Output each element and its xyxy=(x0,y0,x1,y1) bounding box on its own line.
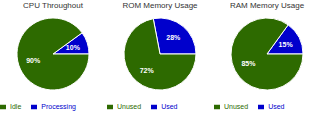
svg-text:10%: 10% xyxy=(66,44,81,51)
svg-text:72%: 72% xyxy=(140,67,155,74)
html-text:ROM Memory Usage: ROM Memory Usage xyxy=(122,1,198,10)
svg-text:90%: 90% xyxy=(26,57,41,64)
svg-text:28%: 28% xyxy=(166,34,181,41)
html-text:Used: Used xyxy=(268,103,285,110)
html-text:Idle: Idle xyxy=(10,103,22,110)
html-text:RAM Memory Usage: RAM Memory Usage xyxy=(229,1,305,10)
svg-text:85%: 85% xyxy=(241,60,256,67)
html-text:Used: Used xyxy=(161,103,178,110)
html-text:Processing: Processing xyxy=(41,103,76,110)
html-text:Unused: Unused xyxy=(224,103,249,110)
svg-text:15%: 15% xyxy=(279,41,294,48)
html-text:CPU Throughout: CPU Throughout xyxy=(23,1,83,10)
html-text:Unused: Unused xyxy=(117,103,142,110)
